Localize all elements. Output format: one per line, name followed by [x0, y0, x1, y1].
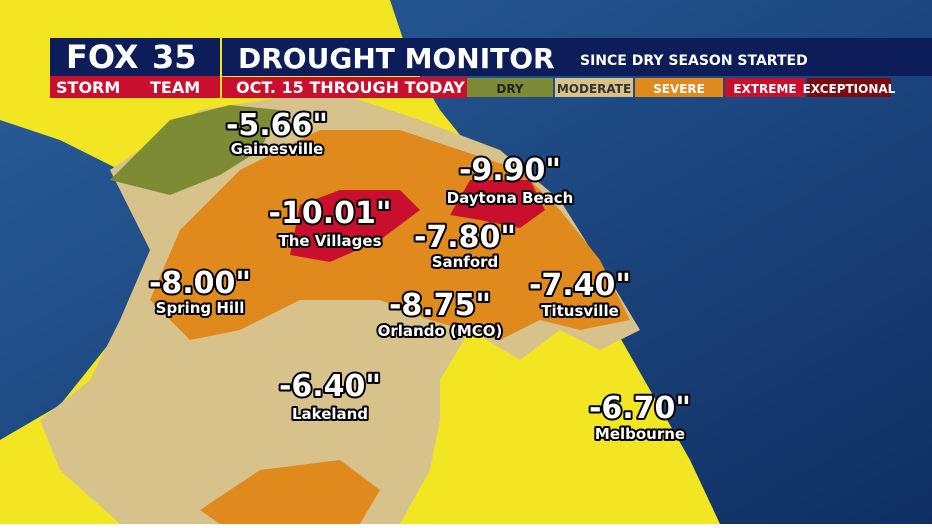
city-name: The Villages [278, 232, 381, 250]
team-box [50, 76, 220, 98]
city-value: -6.70" [589, 391, 691, 426]
period: OCT. 15 THROUGH TODAY [236, 78, 465, 97]
city-name: Gainesville [231, 140, 324, 158]
city-name: Titusville [541, 302, 619, 320]
city-labels: -5.66"Gainesville -10.01"The Villages -9.9… [147, 106, 693, 445]
legend-label: SEVERE [653, 82, 705, 96]
city-name: Melbourne [595, 425, 685, 443]
city-value: -8.00" [149, 266, 251, 301]
title: DROUGHT MONITOR [238, 42, 555, 75]
subtitle: SINCE DRY SEASON STARTED [580, 53, 808, 69]
legend-label: EXTREME [733, 82, 796, 96]
city-value: -8.75" [389, 288, 491, 323]
city-value: -7.80" [414, 220, 516, 255]
period-bar [222, 77, 467, 98]
team: STORM [56, 78, 120, 97]
legend-label: DRY [496, 82, 524, 96]
legend-label: MODERATE [557, 82, 631, 96]
city-value: -6.40" [279, 369, 381, 404]
city-name: Spring Hill [156, 299, 245, 317]
logo-number: 35 [152, 38, 197, 76]
legend-swatch [555, 78, 633, 97]
logo: FOX [66, 38, 139, 76]
logo-box [50, 38, 220, 76]
city-name: Orlando (MCO) [378, 322, 503, 340]
city-name: Lakeland [292, 405, 368, 423]
city-name: Sanford [432, 253, 499, 271]
legend-label: EXCEPTIONAL [803, 82, 896, 96]
extreme-area [290, 180, 545, 262]
team-end: TEAM [150, 78, 200, 97]
dry-area [110, 105, 280, 195]
legend-swatch [807, 78, 891, 97]
legend-swatch [725, 78, 805, 97]
city-value: -9.90" [459, 153, 561, 188]
title-bar [222, 38, 932, 76]
legend-swatch [635, 78, 723, 97]
legend-swatch [467, 78, 553, 97]
city-value: -5.66" [226, 108, 328, 143]
severe-area [150, 130, 630, 524]
legend: DRY MODERATE SEVERE EXTREME EXCEPTIONAL [467, 78, 896, 97]
city-value: -7.40" [529, 268, 631, 303]
city-value: -10.01" [269, 196, 392, 231]
city-name: Daytona Beach [447, 189, 574, 207]
